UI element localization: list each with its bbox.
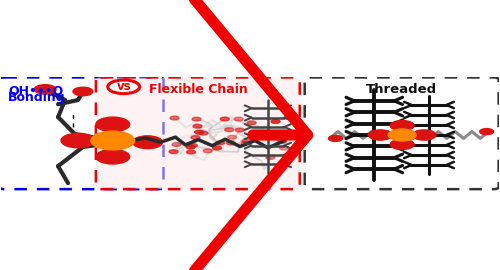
- Circle shape: [236, 128, 244, 132]
- Circle shape: [272, 135, 281, 139]
- Circle shape: [194, 130, 203, 134]
- Circle shape: [204, 149, 212, 153]
- Text: OH•••O: OH•••O: [8, 85, 64, 98]
- Circle shape: [186, 150, 196, 154]
- Circle shape: [192, 117, 201, 121]
- Circle shape: [278, 140, 286, 143]
- Text: Threaded: Threaded: [366, 83, 436, 96]
- Circle shape: [96, 117, 130, 131]
- Circle shape: [390, 120, 414, 131]
- Circle shape: [191, 136, 200, 139]
- Circle shape: [193, 124, 202, 128]
- Circle shape: [96, 150, 130, 164]
- FancyBboxPatch shape: [304, 77, 498, 189]
- Circle shape: [172, 143, 181, 146]
- Circle shape: [34, 85, 56, 94]
- Circle shape: [228, 135, 236, 139]
- Circle shape: [188, 144, 198, 147]
- Circle shape: [226, 141, 235, 145]
- Circle shape: [132, 136, 162, 149]
- FancyBboxPatch shape: [0, 77, 164, 189]
- Circle shape: [247, 121, 256, 125]
- Circle shape: [216, 141, 224, 145]
- Circle shape: [186, 145, 195, 149]
- Circle shape: [266, 156, 275, 159]
- Circle shape: [61, 133, 95, 148]
- FancyBboxPatch shape: [96, 77, 300, 189]
- Circle shape: [234, 117, 243, 121]
- Text: Bonding: Bonding: [8, 91, 66, 104]
- Circle shape: [170, 116, 179, 120]
- Circle shape: [224, 128, 234, 131]
- Circle shape: [480, 129, 494, 134]
- Circle shape: [368, 130, 392, 140]
- Circle shape: [73, 87, 93, 96]
- Circle shape: [242, 139, 251, 143]
- Circle shape: [412, 130, 436, 140]
- Circle shape: [212, 146, 222, 150]
- Circle shape: [271, 120, 280, 123]
- Circle shape: [91, 131, 134, 150]
- Circle shape: [169, 150, 178, 154]
- Circle shape: [280, 146, 288, 150]
- Text: Flexible Chain: Flexible Chain: [148, 83, 248, 96]
- Circle shape: [241, 141, 250, 145]
- Circle shape: [199, 131, 208, 135]
- Circle shape: [220, 117, 229, 121]
- Circle shape: [388, 129, 416, 141]
- Circle shape: [390, 139, 414, 150]
- Circle shape: [328, 136, 342, 141]
- Text: vs: vs: [116, 80, 131, 93]
- Circle shape: [108, 80, 140, 94]
